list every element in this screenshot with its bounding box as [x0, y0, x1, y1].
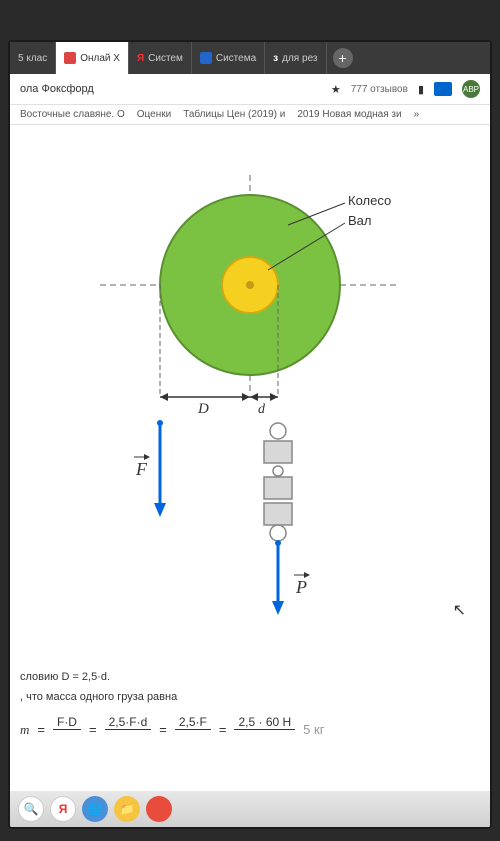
tab-item[interactable]: Я Систем [129, 42, 192, 74]
tab-favicon [200, 52, 212, 64]
screen-frame: 5 клас Онлай Х Я Систем Система з для ре… [8, 40, 492, 829]
diagram-svg: Колесо Вал D d F [90, 165, 410, 665]
bookmark-link[interactable]: 2019 Новая модная зи [297, 109, 401, 120]
bookmark-link[interactable]: Таблицы Цен (2019) и [183, 109, 285, 120]
weight-ring-bottom [270, 525, 286, 541]
fraction-4: 2,5 · 60 Н [234, 715, 295, 744]
eq-result: 5 кг [303, 722, 324, 737]
arrow-d-left [250, 393, 258, 401]
text-mass-statement: , что масса одного груза равна [20, 691, 480, 703]
label-D: D [197, 401, 209, 417]
adblock-icon[interactable]: ABP [462, 80, 480, 98]
weight-ring-mid [273, 466, 283, 476]
fraction-2: 2,5·F·d [105, 715, 152, 744]
tab-label: Систем [148, 53, 183, 64]
fraction-1: F·D [53, 715, 81, 744]
page-content: Колесо Вал D d F [10, 125, 490, 790]
weight-box-1 [264, 441, 292, 463]
formula-text-area: словию D = 2,5·d. , что масса одного гру… [10, 671, 490, 744]
center-dot [246, 281, 254, 289]
formula-equation: m = F·D = 2,5·F·d = 2,5·F = 2 [20, 715, 480, 744]
tab-item-active[interactable]: Онлай Х [56, 42, 129, 74]
tab-favicon [64, 52, 76, 64]
os-taskbar: 🔍 Я 🌐 📁 [10, 791, 490, 827]
arrow-d-right [270, 393, 278, 401]
folder-icon[interactable]: 📁 [114, 796, 140, 822]
tab-label: Система [216, 53, 256, 64]
weight-ring-top [270, 423, 286, 439]
tab-item[interactable]: 5 клас [10, 42, 56, 74]
P-vector-arrowhead [304, 572, 310, 578]
force-P-origin [275, 540, 281, 546]
tab-favicon: з [273, 53, 278, 64]
page-title: ола Фоксфорд [20, 83, 94, 95]
label-shaft: Вал [348, 213, 372, 228]
eq-equals: = [37, 722, 45, 737]
label-d: d [258, 402, 266, 417]
yandex-icon[interactable]: Я [50, 796, 76, 822]
force-F-arrowhead [154, 503, 166, 517]
tab-label: 5 клас [18, 53, 47, 64]
tab-item[interactable]: з для рез [265, 42, 326, 74]
tab-label: для рез [282, 53, 317, 64]
bookmarks-more[interactable]: » [414, 109, 420, 120]
app-icon[interactable] [146, 796, 172, 822]
new-tab-button[interactable]: + [333, 48, 353, 68]
url-bar: ола Фоксфорд ★ 777 отзывов ▮ ABP [10, 74, 490, 105]
browser-tab-strip: 5 клас Онлай Х Я Систем Система з для ре… [10, 42, 490, 74]
tab-item[interactable]: Система [192, 42, 265, 74]
tab-label: Онлай Х [80, 53, 120, 64]
search-icon[interactable]: 🔍 [18, 796, 44, 822]
label-P: P [295, 577, 307, 597]
browser-icon[interactable]: 🌐 [82, 796, 108, 822]
fraction-3: 2,5·F [175, 715, 211, 744]
physics-diagram: Колесо Вал D d F [90, 165, 410, 665]
mouse-cursor: ↖ [453, 600, 466, 620]
bookmark-icon[interactable]: ▮ [418, 83, 424, 96]
label-wheel: Колесо [348, 193, 391, 208]
label-F: F [135, 459, 148, 479]
weight-box-2 [264, 477, 292, 499]
eq-m: m [20, 722, 29, 738]
bookmarks-bar: Восточные славяне. О Оценки Таблицы Цен … [10, 105, 490, 125]
F-vector-arrowhead [144, 454, 150, 460]
reviews-count: 777 отзывов [351, 84, 408, 95]
bookmark-link[interactable]: Оценки [137, 109, 171, 120]
star-icon: ★ [331, 83, 341, 96]
arrow-D-right [242, 393, 250, 401]
bookmark-link[interactable]: Восточные славяне. О [20, 109, 125, 120]
weight-box-3 [264, 503, 292, 525]
force-F-origin [157, 420, 163, 426]
mail-icon[interactable] [434, 82, 452, 96]
yandex-icon: Я [137, 53, 144, 64]
text-condition: словию D = 2,5·d. [20, 671, 480, 683]
arrow-D-left [160, 393, 168, 401]
force-P-arrowhead [272, 601, 284, 615]
